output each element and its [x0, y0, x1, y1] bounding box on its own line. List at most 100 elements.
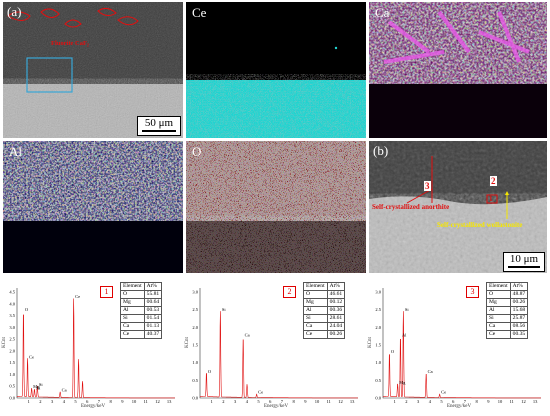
sem-texture-b	[369, 141, 547, 273]
fluorite-annotation: Fluorite CaF₂	[51, 40, 89, 47]
scale-bar-a-label: 50 μm	[144, 117, 174, 129]
eds-ylabel: KCnt	[367, 337, 373, 348]
eds-point-index: 1	[100, 286, 113, 298]
panel-a-label: (a)	[7, 4, 22, 19]
eds-xtick: 1	[394, 399, 396, 404]
eds-spectrum-3: 0.0 0.5 1.0 1.5 2.0 2.5 3.0 1 2 3 4 5 6 7 8 9 10 11 12 13 O M…	[367, 280, 549, 410]
table-cell: O	[120, 290, 145, 299]
table-header-cell: At%	[509, 282, 529, 291]
eds-spectrum-2: 0.0 0.5 1.0 1.5 2.0 2.5 3.0 1 2 3 4 5 6 7 8 9 10 11 12 13 O S…	[184, 280, 366, 410]
table-row: Al 00.53	[120, 306, 163, 315]
eds-ytick: 2.0	[375, 325, 381, 330]
eds-xtick: 10	[315, 399, 320, 404]
eds-ytick: 1.0	[192, 360, 198, 365]
eds-xtick: 3	[51, 399, 54, 404]
table-cell: Ca	[486, 322, 511, 331]
table-cell: Al	[303, 306, 328, 315]
panel-o-label: O	[192, 144, 202, 159]
eds-xlabel: Energy/keV	[447, 404, 472, 409]
table-cell: Ce	[486, 330, 511, 339]
table-row: Mg 00.26	[486, 298, 529, 307]
eds-ytick: 2.5	[192, 307, 198, 312]
scale-bar-b-label: 10 μm	[509, 253, 539, 265]
table-row: Ca 24.04	[303, 322, 346, 331]
eds-ylabel: KCnt	[184, 337, 190, 348]
o-map-texture	[186, 141, 366, 273]
eds-xtick: 11	[510, 399, 514, 404]
table-cell: 46.61	[326, 290, 346, 299]
eds-xtick: 10	[132, 399, 137, 404]
eds-peak-label: O	[391, 349, 395, 354]
eds-xtick: 1	[211, 399, 213, 404]
eds-xlabel: Energy/keV	[81, 404, 106, 409]
table-cell: 00.12	[326, 298, 346, 307]
table-cell: Mg	[303, 298, 328, 307]
eds-xtick: 9	[487, 399, 490, 404]
eds-xtick: 3	[417, 399, 420, 404]
sem-texture-a	[3, 2, 183, 138]
table-cell: 01.13	[143, 322, 163, 331]
table-cell: 25.87	[509, 314, 529, 323]
eds-xtick: 9	[121, 399, 124, 404]
table-cell: Ce	[120, 330, 145, 339]
scale-bar-b: 10 μm	[503, 252, 545, 272]
table-row: Mg 00.64	[120, 298, 163, 307]
table-cell: Mg	[486, 298, 511, 307]
table-cell: Si	[486, 314, 511, 323]
al-map-texture	[3, 141, 183, 273]
table-cell: 00.35	[509, 330, 529, 339]
panel-ce-map: Ce	[186, 2, 366, 138]
table-header-cell: At%	[326, 282, 346, 291]
eds-ytick: 3.0	[192, 290, 198, 295]
eds-peak-label: Ca	[245, 333, 250, 338]
table-cell: 48.87	[509, 290, 529, 299]
eds-xtick: 11	[144, 399, 148, 404]
eds-xtick: 4	[63, 399, 66, 404]
eds-xtick: 13	[350, 399, 355, 404]
table-cell: 15.68	[509, 306, 529, 315]
table-header-cell: At%	[143, 282, 163, 291]
table-header-cell: Element	[120, 282, 145, 291]
anorthite-annotation: Self-crystallized anorthite	[372, 203, 450, 211]
panel-b-label: (b)	[373, 143, 389, 158]
eds-xtick: 9	[304, 399, 307, 404]
eds-composition-table: Element At% O 46.61 Mg 00.12 Al 00.36 Si 28.61 Ca 2…	[303, 282, 346, 339]
panel-ca-label: Ca	[375, 5, 390, 20]
table-cell: 00.26	[509, 298, 529, 307]
eds-ytick: 2.0	[9, 348, 15, 353]
eds-peak-label: O	[208, 369, 212, 374]
ca-map-texture	[369, 2, 547, 138]
table-cell: Si	[120, 314, 145, 323]
table-row: Ce 00.26	[303, 330, 346, 339]
eds-xtick: 12	[338, 399, 343, 404]
eds-peak-label: Ce	[75, 294, 80, 299]
eds-ytick: 0.0	[375, 396, 381, 401]
panel-o-map: O	[186, 141, 366, 273]
wollastonite-annotation: Self-crystallized wollastonite	[437, 221, 523, 229]
eds-ytick: 0.5	[192, 378, 198, 383]
eds-ytick: 0.5	[9, 384, 15, 389]
table-cell: 28.61	[326, 314, 346, 323]
eds-xtick: 7	[281, 399, 284, 404]
eds-xtick: 10	[498, 399, 503, 404]
eds-ytick: 1.5	[375, 343, 381, 348]
eds-xtick: 6	[86, 399, 89, 404]
eds-peak-label: O	[25, 307, 29, 312]
table-cell: O	[486, 290, 511, 299]
table-row: Si 28.61	[303, 314, 346, 323]
eds-peak-label: Si	[222, 307, 227, 312]
eds-xlabel: Energy/keV	[264, 404, 289, 409]
eds-peak-label: Si	[405, 307, 410, 312]
eds-xtick: 2	[39, 399, 41, 404]
panel-ce-label: Ce	[192, 5, 207, 20]
table-row: O 55.81	[120, 290, 163, 299]
eds-peak-label: Mg	[399, 380, 406, 385]
panel-al-label: Al	[9, 144, 22, 159]
panel-ca-map: Ca	[369, 2, 547, 138]
eds-xtick: 2	[405, 399, 407, 404]
eds-ytick: 3.5	[9, 313, 15, 318]
table-row: Mg 00.12	[303, 298, 346, 307]
eds-ytick: 0.0	[9, 396, 15, 401]
eds-xtick: 4	[246, 399, 249, 404]
